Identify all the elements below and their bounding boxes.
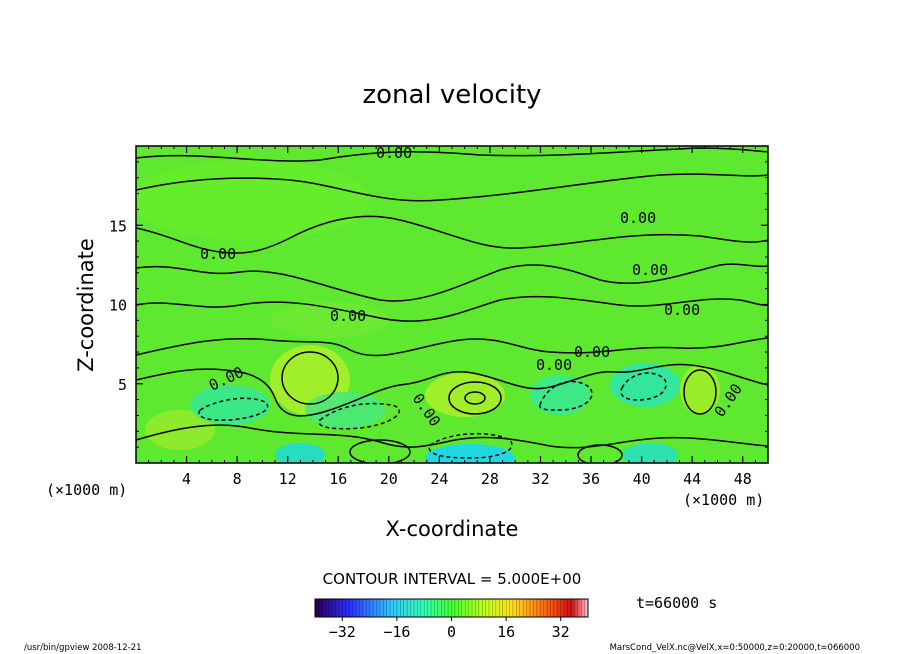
contour-closed-1 [464,391,486,405]
contour-dashed-5 [428,432,513,459]
contour-interval-label: CONTOUR INTERVAL = 5.000E+00 [323,570,582,588]
y-axis-label: Z-coordinate [74,238,98,372]
contour-closed-6 [577,444,623,463]
plot-field: 0.00 0.00 0.00 0.00 0.00 0.00 0.00 0.00 … [136,144,768,463]
x-tick-label: 4 [182,470,191,488]
colorbar-stripes [318,599,585,617]
chart-title: zonal velocity [362,80,541,110]
time-label: t=66000 s [636,594,717,612]
patch-cyan-4 [305,392,385,428]
colorbar: −32 −16 0 16 32 [314,598,589,641]
contour-label: 0.00 [620,209,656,227]
patch-cyan-bottom-3 [622,443,678,463]
patch-yellow-green-4 [145,410,215,450]
contour-label: 0.00 [376,144,412,162]
contour-line-1 [136,173,768,202]
contour-line-2 [136,215,768,254]
x-axis-label: X-coordinate [386,517,519,541]
patch-cyan-1 [190,385,270,425]
color-patches [136,160,720,463]
patch-light-mid [270,302,390,338]
x-axis-ticks: 4 8 12 16 20 24 28 32 36 40 44 48 [148,146,756,488]
x-unit-label: (×1000 m) [683,491,764,509]
contour-closed-4 [683,369,717,415]
patch-cyan-2 [610,363,680,407]
contour-dashed-3 [539,380,593,411]
contour-line-6 [136,363,768,417]
colorbar-tick-label: 0 [447,623,456,641]
y-unit-label: (×1000 m) [46,481,127,499]
colorbar-ticks: −32 −16 0 16 32 [329,617,570,641]
y-axis-ticks: 5 10 15 [109,161,768,448]
contour-line-7 [136,424,768,449]
patch-cyan-bottom-1 [425,444,515,463]
contour-label: 0.00 [536,356,572,374]
x-tick-label: 28 [481,470,499,488]
y-tick-label: 15 [109,217,127,235]
x-tick-label: 20 [380,470,398,488]
colorbar-tick-label: −32 [329,623,356,641]
colorbar-tick-label: 32 [552,623,570,641]
patch-yellow-green-2 [425,373,505,417]
x-tick-label: 40 [633,470,651,488]
contour-line-4 [136,295,768,322]
x-tick-label: 16 [329,470,347,488]
patch-cyan-3 [530,375,590,415]
x-tick-label: 44 [683,470,701,488]
contour-closed-2 [448,381,502,415]
x-tick-label: 36 [582,470,600,488]
contour-label: 0.00 [200,245,236,263]
y-tick-label: 5 [118,376,127,394]
x-tick-label: 8 [233,470,242,488]
contour-line-top [136,147,768,162]
x-tick-label: 48 [734,470,752,488]
contour-lines [136,147,768,463]
y-tick-label: 10 [109,297,127,315]
contour-label: 0.00 [664,301,700,319]
footer-right: MarsCond_VelX.nc@VelX,x=0:50000,z=0:2000… [610,643,860,653]
patch-bright-left-upper [136,160,370,240]
contour-label: 0.00 [330,307,366,325]
colorbar-tick-label: 16 [497,623,515,641]
contour-closed-3 [281,351,339,405]
contour-dashed-1 [198,397,269,421]
footer-left: /usr/bin/gpview 2008-12-21 [24,643,142,653]
x-tick-label: 24 [430,470,448,488]
contour-closed-5 [349,439,411,463]
colorbar-tick-label: −16 [383,623,410,641]
x-tick-label: 12 [279,470,297,488]
contour-label: 0.00 [574,343,610,361]
contour-line-3 [136,263,768,302]
contour-label: 0.00 [632,261,668,279]
x-tick-label: 32 [531,470,549,488]
patch-yellow-green-3 [680,365,720,415]
contour-line-5 [136,337,768,357]
